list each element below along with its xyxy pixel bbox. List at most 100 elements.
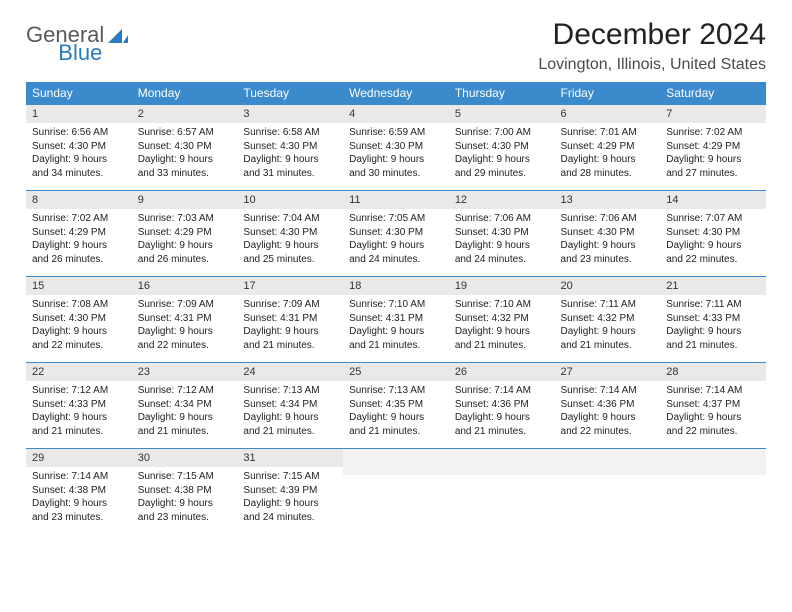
- day-details: Sunrise: 7:15 AMSunset: 4:38 PMDaylight:…: [132, 467, 238, 529]
- day-number: 23: [132, 363, 238, 381]
- calendar-cell-empty: [343, 449, 449, 535]
- calendar-cell: 12Sunrise: 7:06 AMSunset: 4:30 PMDayligh…: [449, 191, 555, 277]
- calendar-cell: 31Sunrise: 7:15 AMSunset: 4:39 PMDayligh…: [237, 449, 343, 535]
- day-number: 11: [343, 191, 449, 209]
- day-details: Sunrise: 7:02 AMSunset: 4:29 PMDaylight:…: [660, 123, 766, 185]
- calendar-cell: 1Sunrise: 6:56 AMSunset: 4:30 PMDaylight…: [26, 105, 132, 191]
- day-details: Sunrise: 6:58 AMSunset: 4:30 PMDaylight:…: [237, 123, 343, 185]
- weekday-header-row: SundayMondayTuesdayWednesdayThursdayFrid…: [26, 82, 766, 105]
- calendar-cell: 29Sunrise: 7:14 AMSunset: 4:38 PMDayligh…: [26, 449, 132, 535]
- day-details: Sunrise: 7:07 AMSunset: 4:30 PMDaylight:…: [660, 209, 766, 271]
- calendar-cell: 4Sunrise: 6:59 AMSunset: 4:30 PMDaylight…: [343, 105, 449, 191]
- day-details: Sunrise: 7:14 AMSunset: 4:38 PMDaylight:…: [26, 467, 132, 529]
- logo-sail-icon: [108, 27, 128, 43]
- day-number: 27: [555, 363, 661, 381]
- day-details: Sunrise: 7:10 AMSunset: 4:32 PMDaylight:…: [449, 295, 555, 357]
- calendar-cell: 30Sunrise: 7:15 AMSunset: 4:38 PMDayligh…: [132, 449, 238, 535]
- day-number: 1: [26, 105, 132, 123]
- weekday-header: Monday: [132, 82, 238, 105]
- calendar-cell: 11Sunrise: 7:05 AMSunset: 4:30 PMDayligh…: [343, 191, 449, 277]
- calendar-cell: 19Sunrise: 7:10 AMSunset: 4:32 PMDayligh…: [449, 277, 555, 363]
- day-details: Sunrise: 7:06 AMSunset: 4:30 PMDaylight:…: [555, 209, 661, 271]
- day-number: 4: [343, 105, 449, 123]
- calendar-cell: 21Sunrise: 7:11 AMSunset: 4:33 PMDayligh…: [660, 277, 766, 363]
- day-number: 26: [449, 363, 555, 381]
- calendar-cell: 24Sunrise: 7:13 AMSunset: 4:34 PMDayligh…: [237, 363, 343, 449]
- calendar-week-row: 29Sunrise: 7:14 AMSunset: 4:38 PMDayligh…: [26, 449, 766, 535]
- title-block: December 2024 Lovington, Illinois, Unite…: [538, 18, 766, 74]
- day-number: 15: [26, 277, 132, 295]
- day-details: Sunrise: 7:14 AMSunset: 4:36 PMDaylight:…: [555, 381, 661, 443]
- day-details: Sunrise: 7:13 AMSunset: 4:35 PMDaylight:…: [343, 381, 449, 443]
- calendar-cell: 16Sunrise: 7:09 AMSunset: 4:31 PMDayligh…: [132, 277, 238, 363]
- day-details: Sunrise: 7:09 AMSunset: 4:31 PMDaylight:…: [132, 295, 238, 357]
- day-number: 8: [26, 191, 132, 209]
- day-details: Sunrise: 7:04 AMSunset: 4:30 PMDaylight:…: [237, 209, 343, 271]
- day-number: 3: [237, 105, 343, 123]
- weekday-header: Sunday: [26, 82, 132, 105]
- day-details: Sunrise: 7:14 AMSunset: 4:37 PMDaylight:…: [660, 381, 766, 443]
- calendar-body: 1Sunrise: 6:56 AMSunset: 4:30 PMDaylight…: [26, 105, 766, 535]
- calendar-cell: 13Sunrise: 7:06 AMSunset: 4:30 PMDayligh…: [555, 191, 661, 277]
- logo-text-blue: Blue: [58, 40, 102, 66]
- calendar-cell: 20Sunrise: 7:11 AMSunset: 4:32 PMDayligh…: [555, 277, 661, 363]
- day-details: Sunrise: 7:05 AMSunset: 4:30 PMDaylight:…: [343, 209, 449, 271]
- calendar-cell: 27Sunrise: 7:14 AMSunset: 4:36 PMDayligh…: [555, 363, 661, 449]
- calendar-week-row: 8Sunrise: 7:02 AMSunset: 4:29 PMDaylight…: [26, 191, 766, 277]
- day-number: 14: [660, 191, 766, 209]
- month-title: December 2024: [538, 18, 766, 52]
- day-number: 12: [449, 191, 555, 209]
- calendar-week-row: 22Sunrise: 7:12 AMSunset: 4:33 PMDayligh…: [26, 363, 766, 449]
- calendar-cell: 28Sunrise: 7:14 AMSunset: 4:37 PMDayligh…: [660, 363, 766, 449]
- calendar-cell: 15Sunrise: 7:08 AMSunset: 4:30 PMDayligh…: [26, 277, 132, 363]
- calendar-cell-empty: [449, 449, 555, 535]
- day-details: Sunrise: 7:09 AMSunset: 4:31 PMDaylight:…: [237, 295, 343, 357]
- calendar-cell-empty: [660, 449, 766, 535]
- day-details: Sunrise: 6:57 AMSunset: 4:30 PMDaylight:…: [132, 123, 238, 185]
- weekday-header: Saturday: [660, 82, 766, 105]
- calendar-cell: 6Sunrise: 7:01 AMSunset: 4:29 PMDaylight…: [555, 105, 661, 191]
- calendar-cell: 14Sunrise: 7:07 AMSunset: 4:30 PMDayligh…: [660, 191, 766, 277]
- weekday-header: Thursday: [449, 82, 555, 105]
- day-number: 25: [343, 363, 449, 381]
- day-details: Sunrise: 7:12 AMSunset: 4:34 PMDaylight:…: [132, 381, 238, 443]
- day-number: 13: [555, 191, 661, 209]
- day-details: Sunrise: 7:13 AMSunset: 4:34 PMDaylight:…: [237, 381, 343, 443]
- day-details: Sunrise: 6:56 AMSunset: 4:30 PMDaylight:…: [26, 123, 132, 185]
- day-details: Sunrise: 7:14 AMSunset: 4:36 PMDaylight:…: [449, 381, 555, 443]
- day-number: 20: [555, 277, 661, 295]
- calendar-cell: 17Sunrise: 7:09 AMSunset: 4:31 PMDayligh…: [237, 277, 343, 363]
- calendar-cell: 5Sunrise: 7:00 AMSunset: 4:30 PMDaylight…: [449, 105, 555, 191]
- day-number: 22: [26, 363, 132, 381]
- calendar-cell-empty: [555, 449, 661, 535]
- calendar-week-row: 1Sunrise: 6:56 AMSunset: 4:30 PMDaylight…: [26, 105, 766, 191]
- day-number: 21: [660, 277, 766, 295]
- logo: General Blue: [26, 18, 174, 48]
- weekday-header: Tuesday: [237, 82, 343, 105]
- day-number: 19: [449, 277, 555, 295]
- calendar-cell: 9Sunrise: 7:03 AMSunset: 4:29 PMDaylight…: [132, 191, 238, 277]
- day-details: Sunrise: 7:06 AMSunset: 4:30 PMDaylight:…: [449, 209, 555, 271]
- day-details: Sunrise: 7:00 AMSunset: 4:30 PMDaylight:…: [449, 123, 555, 185]
- day-number: 16: [132, 277, 238, 295]
- day-details: Sunrise: 7:12 AMSunset: 4:33 PMDaylight:…: [26, 381, 132, 443]
- day-details: Sunrise: 7:03 AMSunset: 4:29 PMDaylight:…: [132, 209, 238, 271]
- calendar-cell: 2Sunrise: 6:57 AMSunset: 4:30 PMDaylight…: [132, 105, 238, 191]
- calendar-cell: 25Sunrise: 7:13 AMSunset: 4:35 PMDayligh…: [343, 363, 449, 449]
- day-number: 18: [343, 277, 449, 295]
- day-number: 9: [132, 191, 238, 209]
- day-number: 29: [26, 449, 132, 467]
- day-details: Sunrise: 7:11 AMSunset: 4:33 PMDaylight:…: [660, 295, 766, 357]
- calendar-cell: 10Sunrise: 7:04 AMSunset: 4:30 PMDayligh…: [237, 191, 343, 277]
- weekday-header: Friday: [555, 82, 661, 105]
- calendar-table: SundayMondayTuesdayWednesdayThursdayFrid…: [26, 82, 766, 535]
- day-details: Sunrise: 7:10 AMSunset: 4:31 PMDaylight:…: [343, 295, 449, 357]
- day-details: Sunrise: 7:02 AMSunset: 4:29 PMDaylight:…: [26, 209, 132, 271]
- day-number: 17: [237, 277, 343, 295]
- day-number: 31: [237, 449, 343, 467]
- location: Lovington, Illinois, United States: [538, 56, 766, 74]
- day-number: 6: [555, 105, 661, 123]
- calendar-cell: 7Sunrise: 7:02 AMSunset: 4:29 PMDaylight…: [660, 105, 766, 191]
- calendar-cell: 3Sunrise: 6:58 AMSunset: 4:30 PMDaylight…: [237, 105, 343, 191]
- calendar-cell: 18Sunrise: 7:10 AMSunset: 4:31 PMDayligh…: [343, 277, 449, 363]
